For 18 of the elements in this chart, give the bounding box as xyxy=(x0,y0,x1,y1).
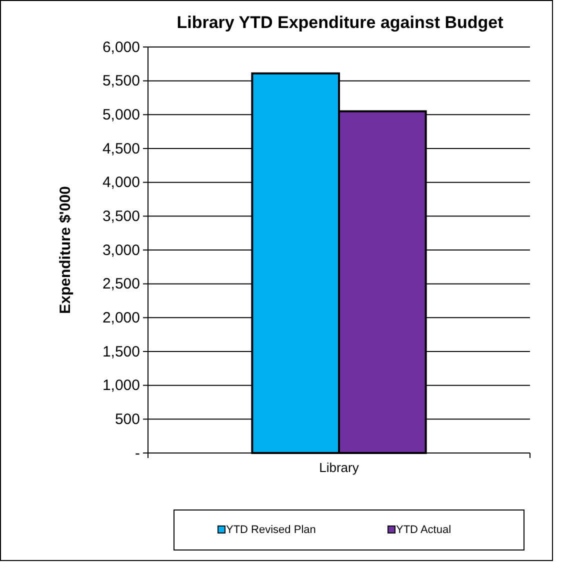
chart-title: Library YTD Expenditure against Budget xyxy=(176,13,504,32)
y-tick-label: 5,000 xyxy=(102,106,140,124)
y-tick-label: 2,000 xyxy=(102,309,140,326)
y-tick-label: - xyxy=(135,444,140,462)
y-tick-label: 3,500 xyxy=(102,208,140,225)
y-tick-label: 500 xyxy=(114,410,140,428)
y-tick-label: 3,000 xyxy=(102,242,140,259)
y-axis-title: Expenditure $'000 xyxy=(57,186,74,314)
y-tick-label: 6,000 xyxy=(102,38,140,56)
y-tick-label: 2,500 xyxy=(102,276,140,293)
y-tick-label: 1,000 xyxy=(102,377,140,394)
y-tick-label: 4,000 xyxy=(102,174,140,192)
legend-label: YTD Revised Plan xyxy=(226,524,316,536)
y-tick-label: 4,500 xyxy=(102,140,140,158)
x-tick-label: Library xyxy=(319,460,360,476)
y-tick-label: 5,500 xyxy=(102,72,140,90)
legend-label: YTD Actual xyxy=(396,524,452,536)
y-tick-label: 1,500 xyxy=(102,343,140,360)
